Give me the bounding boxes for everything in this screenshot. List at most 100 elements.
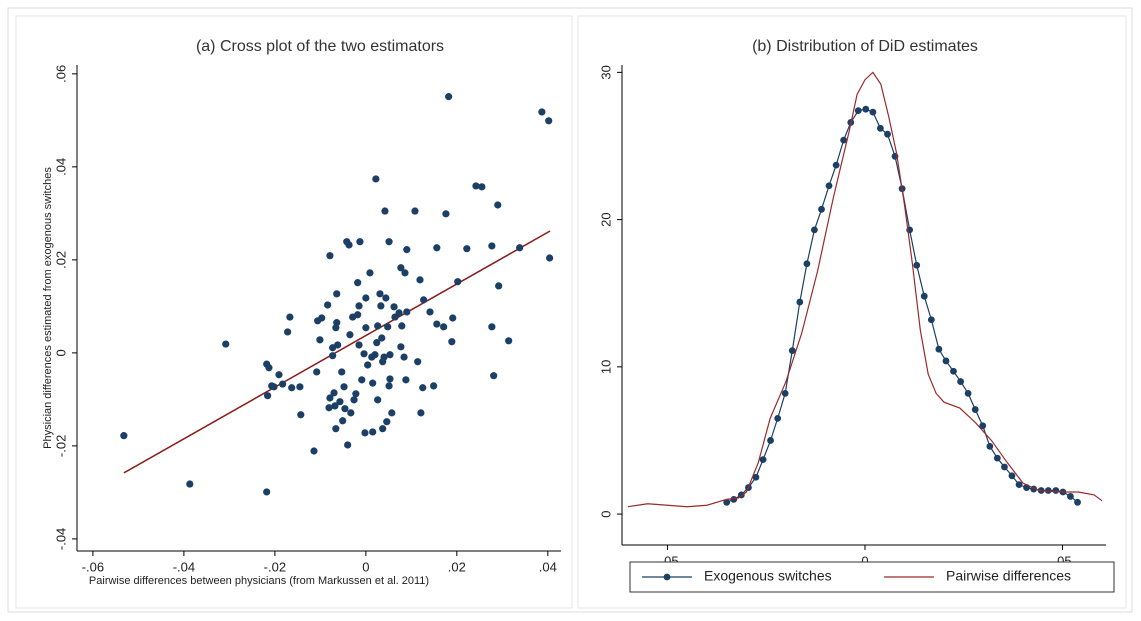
scatter-point	[332, 425, 340, 433]
y-axis-label: Physician differences estimated from exo…	[42, 167, 54, 449]
series-marker	[927, 316, 935, 324]
x-tick-label: -.06	[82, 559, 104, 574]
series-marker	[730, 495, 738, 503]
scatter-point	[279, 380, 287, 388]
series-marker	[957, 378, 965, 385]
scatter-point	[420, 296, 428, 304]
series-marker	[767, 437, 774, 444]
scatter-point	[318, 314, 326, 322]
scatter-point	[313, 368, 321, 376]
series-marker	[950, 367, 957, 375]
y-tick-label: .04	[53, 158, 68, 176]
scatter-point	[331, 402, 339, 410]
scatter-point	[350, 396, 358, 404]
fit-line	[123, 230, 551, 474]
scatter-point	[374, 322, 382, 330]
scatter-point	[403, 308, 411, 316]
series-marker	[825, 182, 833, 190]
y-tick-label: 0	[598, 510, 613, 517]
scatter-point	[433, 320, 441, 328]
series-marker	[796, 298, 804, 306]
y-tick-label: -.02	[53, 435, 68, 457]
scatter-point	[222, 340, 230, 348]
scatter-point	[362, 294, 370, 302]
scatter-point	[403, 246, 411, 254]
x-tick-label: 0	[362, 559, 369, 574]
scatter-point	[355, 302, 363, 310]
scatter-point	[377, 302, 385, 310]
chart-title: (b) Distribution of DiD estimates	[752, 38, 978, 55]
scatter-point	[516, 244, 524, 252]
scatter-point	[445, 93, 453, 101]
scatter-point	[494, 201, 502, 209]
scatter-point	[414, 358, 422, 366]
scatter-point	[463, 245, 471, 253]
scatter-point	[265, 364, 273, 372]
scatter-point	[397, 264, 405, 272]
scatter-point	[326, 394, 334, 402]
x-tick-label: .02	[448, 559, 466, 574]
scatter-point	[371, 351, 379, 359]
scatter-point	[411, 207, 419, 215]
series-marker	[832, 161, 840, 169]
x-tick-label: -.04	[173, 559, 195, 574]
scatter-point	[449, 314, 457, 322]
scatter-point	[369, 379, 377, 387]
series-marker	[818, 205, 825, 213]
scatter-point	[339, 417, 347, 425]
x-tick-label: .04	[539, 559, 557, 574]
scatter-point	[385, 238, 393, 246]
y-tick-label: 10	[598, 360, 613, 374]
series-marker	[986, 442, 994, 450]
scatter-point	[360, 350, 368, 358]
series-marker	[840, 136, 848, 144]
x-axis-label: Pairwise differences between physicians …	[89, 575, 429, 587]
scatter-point	[263, 488, 271, 496]
series-marker	[884, 130, 891, 138]
scatter-point	[296, 383, 304, 391]
scatter-point	[333, 290, 341, 298]
series-marker	[1067, 493, 1074, 500]
series-marker	[971, 406, 979, 413]
series-marker	[781, 389, 789, 397]
scatter-point	[361, 429, 369, 437]
scatter-point	[316, 336, 324, 344]
scatter-point	[388, 409, 396, 417]
scatter-point	[297, 411, 305, 419]
series-marker	[752, 473, 760, 481]
scatter-point	[310, 447, 318, 455]
x-tick-label: 0	[861, 553, 868, 568]
series-marker	[1015, 481, 1023, 489]
series-marker	[803, 260, 811, 268]
scatter-point	[395, 309, 403, 317]
scatter-point	[505, 337, 513, 345]
scatter-point	[381, 207, 389, 215]
scatter-point	[354, 311, 362, 319]
scatter-point	[284, 328, 292, 336]
scatter-point	[334, 341, 342, 349]
legend-marker	[663, 573, 671, 581]
scatter-point	[366, 269, 374, 277]
series-marker	[774, 414, 782, 422]
series-marker	[869, 108, 877, 116]
x-tick-label: -.02	[264, 559, 286, 574]
scatter-point	[495, 282, 503, 290]
scatter-point	[442, 210, 450, 218]
scatter-point	[369, 428, 377, 436]
scatter-point	[326, 252, 334, 260]
y-tick-label: 0	[53, 349, 68, 356]
legend-label: Exogenous switches	[704, 568, 832, 584]
series-marker	[876, 124, 884, 132]
scatter-point	[546, 254, 554, 262]
scatter-point	[344, 441, 352, 449]
series-marker	[993, 454, 1001, 462]
scatter-point	[488, 323, 496, 331]
series-marker	[854, 107, 862, 115]
scatter-point	[426, 308, 434, 316]
series-marker	[1001, 463, 1008, 471]
scatter-point	[374, 396, 382, 404]
scatter-point	[373, 339, 381, 347]
series-marker	[788, 347, 796, 355]
y-tick-label: -.04	[53, 528, 68, 550]
